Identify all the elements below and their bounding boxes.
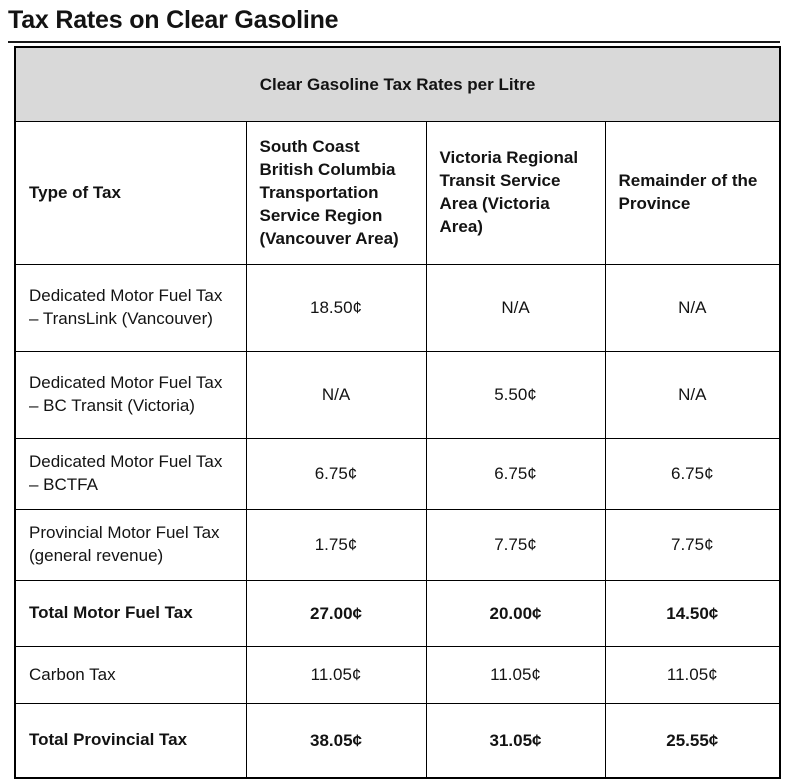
value-cell: 18.50¢ (245, 264, 427, 353)
value-cell: 27.00¢ (245, 580, 427, 648)
value-cell: 31.05¢ (425, 703, 606, 779)
row-label: Dedicated Motor Fuel Tax – BCTFA (14, 438, 247, 511)
value-cell: N/A (245, 351, 427, 440)
table-row: Carbon Tax 11.05¢ 11.05¢ 11.05¢ (14, 646, 781, 705)
row-label: Total Motor Fuel Tax (14, 580, 247, 648)
column-header-type-of-tax: Type of Tax (14, 121, 247, 266)
value-cell: 25.55¢ (604, 703, 781, 779)
table-row: Total Motor Fuel Tax 27.00¢ 20.00¢ 14.50¢ (14, 580, 781, 648)
page-title: Tax Rates on Clear Gasoline (8, 4, 780, 43)
column-header-victoria-region: Victoria Regional Transit Service Area (… (425, 121, 606, 266)
row-label: Total Provincial Tax (14, 703, 247, 779)
value-cell: 20.00¢ (425, 580, 606, 648)
column-header-south-coast-region: South Coast British Columbia Transportat… (245, 121, 427, 266)
value-cell: 38.05¢ (245, 703, 427, 779)
value-cell: 5.50¢ (425, 351, 606, 440)
row-label: Provincial Motor Fuel Tax (general reven… (14, 509, 247, 582)
value-cell: 1.75¢ (245, 509, 427, 582)
column-header-remainder-of-province: Remainder of the Province (604, 121, 781, 266)
value-cell: N/A (425, 264, 606, 353)
row-label: Dedicated Motor Fuel Tax – TransLink (Va… (14, 264, 247, 353)
value-cell: 6.75¢ (604, 438, 781, 511)
table-row: Dedicated Motor Fuel Tax – BC Transit (V… (14, 351, 781, 440)
table-row: Dedicated Motor Fuel Tax – BCTFA 6.75¢ 6.7… (14, 438, 781, 511)
value-cell: 6.75¢ (245, 438, 427, 511)
value-cell: 11.05¢ (604, 646, 781, 705)
value-cell: 11.05¢ (425, 646, 606, 705)
value-cell: 7.75¢ (425, 509, 606, 582)
table-row: Dedicated Motor Fuel Tax – TransLink (Va… (14, 264, 781, 353)
value-cell: 11.05¢ (245, 646, 427, 705)
table-row: Total Provincial Tax 38.05¢ 31.05¢ 25.55¢ (14, 703, 781, 779)
value-cell: N/A (604, 351, 781, 440)
value-cell: 7.75¢ (604, 509, 781, 582)
row-label: Dedicated Motor Fuel Tax – BC Transit (V… (14, 351, 247, 440)
row-label: Carbon Tax (14, 646, 247, 705)
table-body: Dedicated Motor Fuel Tax – TransLink (Va… (14, 264, 781, 779)
value-cell: 6.75¢ (425, 438, 606, 511)
value-cell: 14.50¢ (604, 580, 781, 648)
tax-rates-table: Clear Gasoline Tax Rates per Litre Type … (14, 45, 782, 779)
table-row: Provincial Motor Fuel Tax (general reven… (14, 509, 781, 582)
table-caption-row: Clear Gasoline Tax Rates per Litre (14, 46, 781, 123)
table-caption: Clear Gasoline Tax Rates per Litre (14, 46, 781, 123)
table-header-row: Type of Tax South Coast British Columbia… (14, 121, 781, 266)
value-cell: N/A (604, 264, 781, 353)
